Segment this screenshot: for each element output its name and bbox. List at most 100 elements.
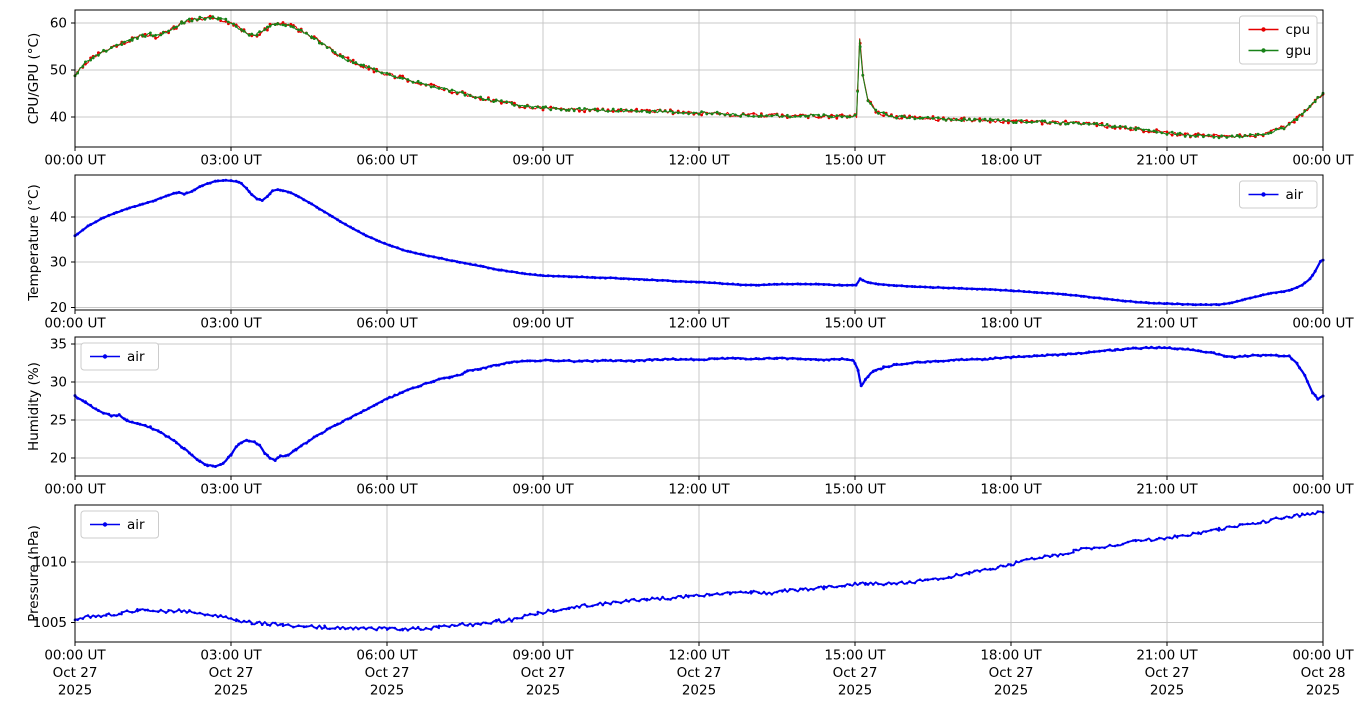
- series-marker: [221, 179, 225, 182]
- series-marker: [1264, 521, 1268, 524]
- series-marker: [440, 256, 444, 260]
- series-marker: [239, 181, 243, 185]
- x-tick-label: 12:00 UT: [668, 648, 730, 664]
- series-marker: [645, 110, 649, 114]
- series-marker: [970, 287, 974, 291]
- series-marker: [528, 272, 532, 276]
- series-marker: [130, 39, 134, 42]
- series-marker: [840, 584, 844, 588]
- series-marker: [603, 358, 607, 362]
- series-marker: [213, 465, 217, 468]
- series-marker: [546, 608, 550, 612]
- series-marker: [442, 376, 446, 380]
- series-marker: [1144, 538, 1148, 542]
- series-marker: [708, 593, 711, 596]
- series-marker: [331, 49, 334, 53]
- x-tick-label: 06:00 UT: [356, 482, 418, 498]
- series-marker: [362, 626, 365, 629]
- series-marker: [380, 626, 384, 630]
- legend-sample-marker: [102, 522, 108, 527]
- series-marker: [211, 464, 215, 468]
- series-marker: [273, 23, 277, 26]
- series-marker: [229, 179, 233, 183]
- series-marker: [874, 108, 878, 112]
- series-marker: [1209, 303, 1213, 307]
- series-marker: [102, 216, 106, 220]
- series-marker: [125, 418, 129, 422]
- series-marker: [523, 105, 527, 108]
- series-marker: [596, 109, 599, 113]
- series-marker: [1165, 301, 1169, 305]
- series-marker: [515, 271, 519, 274]
- series-marker: [817, 358, 821, 362]
- series-marker: [466, 369, 470, 373]
- series-marker: [219, 19, 223, 22]
- series-marker: [593, 276, 597, 280]
- series-marker: [1066, 552, 1070, 556]
- series-marker: [450, 88, 454, 92]
- series-marker: [1077, 121, 1080, 125]
- series-marker: [492, 267, 496, 271]
- series-marker: [1092, 122, 1096, 126]
- series-marker: [684, 357, 688, 361]
- series-marker: [450, 375, 454, 379]
- series-marker: [242, 29, 246, 33]
- series-marker: [133, 205, 137, 208]
- series-marker: [151, 609, 155, 613]
- series-marker: [1007, 121, 1010, 125]
- series-marker: [237, 442, 241, 446]
- series-marker: [578, 109, 581, 113]
- series-marker: [255, 442, 259, 446]
- series-marker: [1311, 511, 1314, 515]
- series-marker: [666, 357, 670, 361]
- series-marker: [99, 217, 103, 221]
- series-marker: [484, 621, 488, 625]
- series-marker: [1142, 128, 1145, 132]
- series-marker: [533, 359, 537, 363]
- series-marker: [666, 279, 670, 283]
- series-marker: [128, 206, 132, 210]
- series-marker: [629, 359, 633, 363]
- series-marker: [601, 603, 605, 607]
- legend-label-gpu: gpu: [1286, 43, 1312, 59]
- series-marker: [892, 284, 896, 287]
- panel-humidity: 00:00 UT 03:00 UT 06:00 UT 09:00 UT 12:00 UT…: [26, 336, 1354, 497]
- series-marker: [941, 286, 945, 290]
- series-marker: [908, 580, 911, 583]
- series-marker: [359, 411, 363, 414]
- series-marker: [635, 107, 638, 111]
- series-marker: [81, 617, 85, 620]
- series-marker: [1090, 547, 1093, 551]
- series-marker: [520, 616, 524, 620]
- series-marker: [237, 180, 241, 184]
- series-marker: [955, 572, 958, 576]
- series-marker: [804, 357, 808, 361]
- series-marker: [757, 591, 761, 594]
- series-marker: [1118, 124, 1122, 128]
- series-marker: [1165, 130, 1169, 134]
- series-marker: [947, 576, 950, 579]
- series-marker: [604, 601, 607, 604]
- series-marker: [435, 625, 438, 628]
- series-marker: [1035, 120, 1039, 123]
- series-marker: [931, 117, 935, 120]
- x-tick-label: 03:00 UT: [200, 648, 262, 664]
- series-marker: [112, 212, 116, 216]
- series-marker: [1199, 349, 1203, 353]
- series-marker: [1111, 125, 1114, 129]
- series-marker: [219, 17, 223, 20]
- series-marker: [557, 274, 561, 278]
- series-marker: [1175, 302, 1179, 306]
- grid-pressure: [74, 505, 1324, 642]
- series-marker: [1225, 136, 1229, 139]
- series-marker: [744, 357, 748, 361]
- series-marker: [707, 281, 711, 285]
- series-marker: [333, 627, 337, 630]
- series-marker: [432, 255, 436, 259]
- series-marker: [879, 367, 883, 371]
- series-marker: [227, 20, 230, 24]
- series-marker: [198, 459, 202, 463]
- series-marker: [429, 85, 433, 89]
- series-marker: [624, 108, 628, 112]
- series-marker: [510, 270, 514, 274]
